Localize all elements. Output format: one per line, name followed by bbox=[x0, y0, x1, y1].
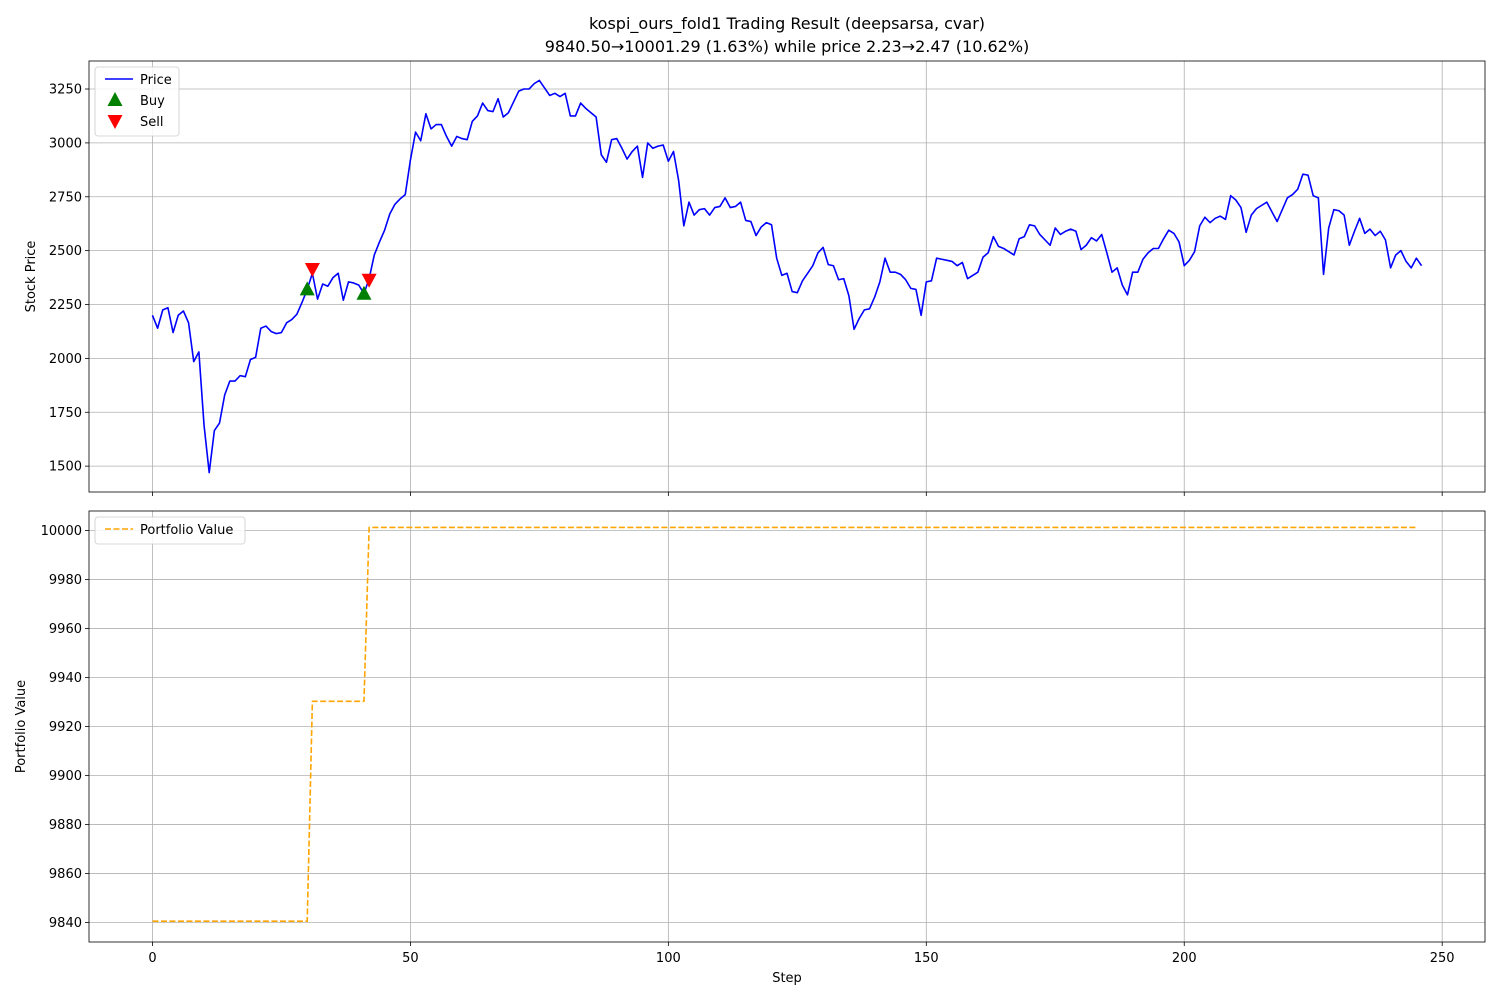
legend-marker-swatch bbox=[107, 92, 123, 106]
x-tick-label: 100 bbox=[656, 951, 681, 966]
x-axis-label: Step bbox=[772, 971, 802, 986]
x-tick-label: 250 bbox=[1430, 951, 1455, 966]
y-tick-label: 1500 bbox=[49, 460, 82, 475]
x-tick-label: 50 bbox=[402, 951, 419, 966]
y-tick-label: 2500 bbox=[49, 244, 82, 259]
y-tick-label: 9960 bbox=[49, 622, 82, 637]
legend: Portfolio Value bbox=[94, 516, 246, 545]
y-tick-label: 3000 bbox=[49, 136, 82, 151]
price-axes: 1500 1750 2000 2250 2500 2750 3000 3250 Stock Pr… bbox=[24, 60, 1486, 496]
y-tick-label: 9880 bbox=[49, 818, 82, 833]
x-tick-label: 150 bbox=[914, 951, 939, 966]
series-line-portfolio-value bbox=[152, 526, 1417, 922]
y-tick-label: 2000 bbox=[49, 352, 82, 367]
y-tick-label: 1750 bbox=[49, 406, 82, 421]
buy-marker bbox=[299, 281, 315, 296]
series-line-price bbox=[151, 79, 1423, 474]
y-tick-label: 9840 bbox=[49, 916, 82, 931]
y-axis-label: Portfolio Value bbox=[14, 680, 29, 773]
legend-label: Sell bbox=[140, 115, 163, 130]
axes-frame bbox=[88, 510, 1486, 943]
sell-marker bbox=[304, 262, 320, 277]
axes-frame bbox=[88, 60, 1486, 493]
y-tick-label: 9980 bbox=[49, 573, 82, 588]
y-tick-label: 9860 bbox=[49, 867, 82, 882]
y-tick-label: 2250 bbox=[49, 298, 82, 313]
legend: Price Buy Sell bbox=[94, 66, 180, 137]
legend-label: Portfolio Value bbox=[140, 523, 233, 538]
y-tick-label: 2750 bbox=[49, 190, 82, 205]
x-tick-label: 0 bbox=[148, 951, 156, 966]
y-tick-label: 10000 bbox=[41, 524, 82, 539]
y-axis-label: Stock Price bbox=[24, 241, 39, 313]
y-tick-label: 9940 bbox=[49, 671, 82, 686]
sell-marker bbox=[361, 273, 377, 288]
y-tick-label: 3250 bbox=[49, 83, 82, 98]
legend-label: Price bbox=[140, 73, 172, 88]
buy-marker bbox=[356, 285, 372, 300]
legend-label: Buy bbox=[140, 94, 165, 109]
portfolio-axes: 0 50 100 150 200 250 9840 9860 9880 9900 9920 9940 9… bbox=[14, 510, 1486, 986]
x-tick-label: 200 bbox=[1172, 951, 1197, 966]
chart-title: kospi_ours_fold1 Trading Result (deepsar… bbox=[589, 14, 985, 34]
chart-subtitle: 9840.50→10001.29 (1.63%) while price 2.2… bbox=[545, 37, 1030, 56]
legend-box bbox=[94, 516, 246, 545]
y-tick-label: 9900 bbox=[49, 769, 82, 784]
y-tick-label: 9920 bbox=[49, 720, 82, 735]
legend-marker-swatch bbox=[107, 115, 123, 129]
